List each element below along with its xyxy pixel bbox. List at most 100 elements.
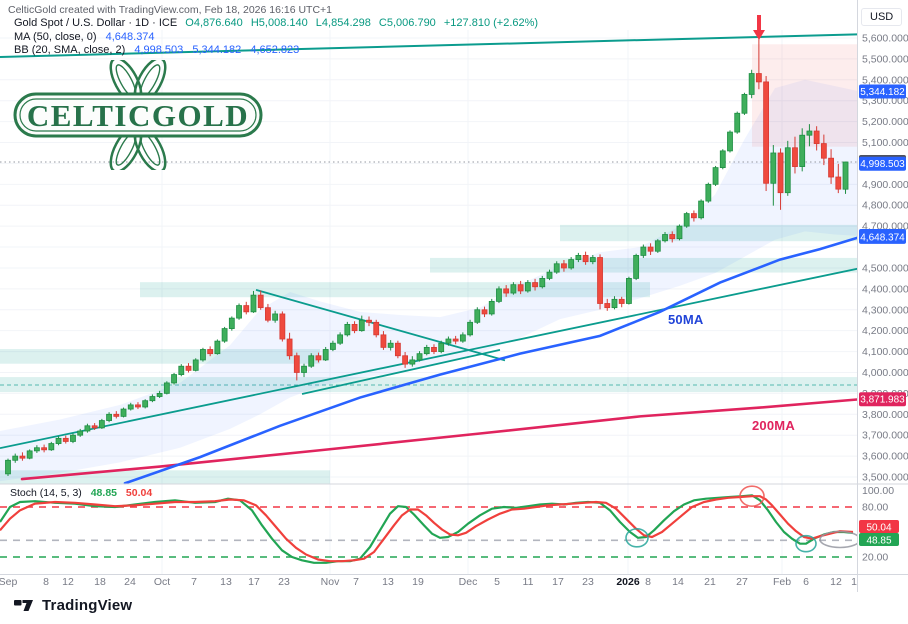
candle[interactable] (546, 271, 553, 279)
candle[interactable] (561, 263, 567, 269)
candle[interactable] (344, 323, 351, 336)
candle[interactable] (835, 176, 842, 190)
candle[interactable] (185, 365, 192, 371)
zone[interactable] (560, 224, 857, 242)
candle[interactable] (171, 374, 177, 384)
candle[interactable] (178, 365, 185, 375)
stoch-signal-circle[interactable] (795, 534, 817, 553)
zone[interactable] (0, 349, 320, 364)
candle[interactable] (163, 382, 170, 394)
candle[interactable] (387, 342, 394, 348)
candle[interactable] (214, 340, 221, 355)
candle[interactable] (19, 455, 26, 459)
symbol-title[interactable]: Gold Spot / U.S. Dollar · 1D · ICE (14, 17, 178, 29)
currency-unit-button[interactable]: USD (861, 8, 903, 26)
candle[interactable] (669, 234, 676, 240)
candle[interactable] (91, 425, 98, 429)
candle[interactable] (452, 338, 459, 342)
candle[interactable] (539, 278, 546, 288)
candle[interactable] (467, 321, 473, 336)
candle[interactable] (488, 300, 495, 315)
candle[interactable] (380, 334, 387, 348)
candles[interactable] (5, 39, 849, 476)
candle[interactable] (41, 447, 47, 451)
candle[interactable] (236, 305, 242, 319)
candle[interactable] (676, 225, 683, 240)
stoch-signal-circle[interactable] (819, 530, 861, 549)
candle[interactable] (409, 359, 416, 365)
candle[interactable] (626, 278, 632, 304)
candle[interactable] (373, 321, 380, 336)
candle[interactable] (26, 450, 33, 459)
ma-indicator-label[interactable]: MA (50, close, 0) (14, 30, 97, 43)
candle[interactable] (358, 319, 365, 332)
candle[interactable] (423, 346, 430, 355)
candle[interactable] (142, 400, 149, 408)
candle[interactable] (763, 81, 769, 184)
candle[interactable] (604, 303, 611, 309)
candle[interactable] (431, 346, 437, 352)
stoch-signal-circle[interactable] (625, 528, 649, 548)
candle[interactable] (445, 338, 452, 344)
candle[interactable] (820, 143, 827, 159)
candle[interactable] (402, 355, 409, 365)
candle[interactable] (106, 413, 112, 421)
candle[interactable] (719, 150, 726, 169)
candle[interactable] (77, 430, 84, 436)
candle[interactable] (200, 349, 206, 361)
candle[interactable] (135, 404, 141, 408)
candle[interactable] (640, 246, 647, 256)
candle[interactable] (503, 288, 510, 294)
supply-zone-box[interactable] (752, 44, 857, 147)
candle[interactable] (828, 157, 834, 178)
candle[interactable] (286, 338, 293, 357)
candle[interactable] (741, 94, 748, 114)
candle[interactable] (582, 255, 589, 263)
candle[interactable] (589, 257, 596, 263)
candle[interactable] (734, 112, 741, 133)
candle[interactable] (127, 404, 134, 410)
candle[interactable] (712, 167, 719, 185)
candle[interactable] (524, 282, 531, 292)
candle[interactable] (654, 240, 661, 252)
candle[interactable] (633, 255, 640, 279)
candle[interactable] (691, 213, 697, 219)
candle[interactable] (438, 342, 445, 352)
candle[interactable] (265, 307, 271, 321)
candle[interactable] (55, 437, 62, 444)
zone[interactable] (430, 257, 857, 273)
candle[interactable] (799, 134, 806, 167)
candle[interactable] (496, 288, 502, 302)
ma200-line[interactable] (20, 394, 908, 481)
ma50-line[interactable] (123, 224, 908, 485)
candle[interactable] (510, 284, 517, 294)
price-axis[interactable]: 5,600.0005,500.0005,400.0005,300.0005,20… (859, 33, 908, 484)
candle[interactable] (315, 355, 322, 361)
trendline[interactable] (0, 257, 908, 450)
candle[interactable] (228, 317, 235, 329)
time-axis[interactable]: Sep 8 12 18 24 Oct 7 13 17 23 Nov 7 13 19 Dec 5 11 17 23 20… (0, 576, 857, 588)
candle[interactable] (301, 365, 307, 373)
trendline[interactable] (0, 31, 908, 59)
candle[interactable] (113, 413, 120, 417)
candle[interactable] (5, 459, 11, 475)
candle[interactable] (250, 294, 257, 313)
candle[interactable] (207, 349, 214, 355)
trendline[interactable] (301, 349, 501, 395)
candle[interactable] (647, 246, 654, 252)
candle[interactable] (149, 396, 156, 402)
candle[interactable] (84, 425, 91, 432)
candle[interactable] (394, 342, 401, 357)
candle[interactable] (705, 183, 712, 202)
candle[interactable] (481, 309, 488, 315)
candle[interactable] (611, 298, 618, 309)
candle[interactable] (257, 294, 264, 309)
candle[interactable] (777, 152, 784, 194)
candle[interactable] (12, 455, 19, 461)
trendline[interactable] (255, 289, 506, 362)
candle[interactable] (618, 298, 625, 304)
candle[interactable] (698, 200, 705, 219)
candle[interactable] (351, 323, 358, 332)
